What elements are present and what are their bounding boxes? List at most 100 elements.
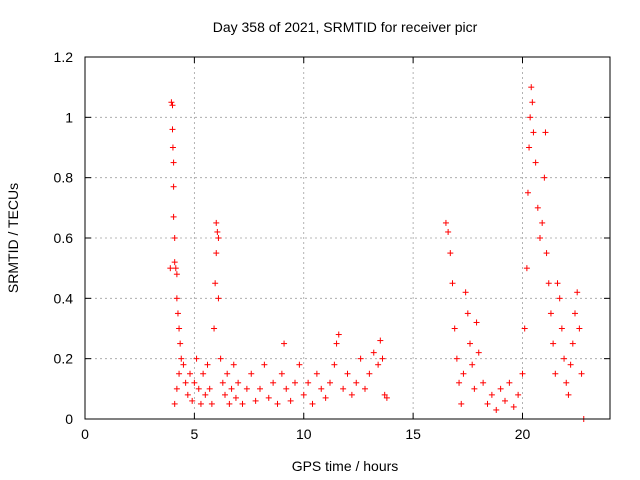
data-point: [567, 361, 574, 368]
data-point: [572, 310, 578, 317]
data-point: [377, 337, 384, 344]
data-point: [340, 385, 347, 392]
data-point: [475, 349, 482, 356]
data-point: [460, 370, 467, 377]
data-point: [300, 391, 307, 398]
data-point: [228, 385, 235, 392]
data-point: [222, 391, 228, 398]
data-point: [172, 265, 179, 272]
y-tick-label: 0.6: [54, 230, 74, 246]
data-point: [213, 219, 220, 226]
data-point: [204, 361, 211, 368]
y-tick-label: 1: [65, 109, 73, 125]
data-point: [193, 355, 200, 362]
data-point: [168, 99, 175, 106]
data-point: [174, 310, 181, 317]
data-point: [464, 310, 471, 317]
data-point: [370, 349, 377, 356]
data-point: [375, 361, 382, 368]
axis-ticks: 0 5 10 15 20 0 0.2 0.4 0.6 0.8 1 1.2: [54, 49, 610, 442]
data-point: [576, 325, 583, 332]
chart-title: Day 358 of 2021, SRMTID for receiver pic…: [213, 19, 478, 35]
data-point: [456, 379, 463, 386]
data-point: [493, 406, 500, 413]
data-point: [449, 280, 456, 287]
data-point: [270, 379, 277, 386]
data-point: [545, 280, 552, 287]
data-point: [219, 379, 226, 386]
y-tick-label: 0: [65, 411, 73, 427]
data-point: [169, 102, 176, 109]
data-point: [171, 259, 178, 266]
data-point: [442, 219, 449, 226]
data-point: [497, 385, 504, 392]
data-point: [189, 397, 196, 404]
data-point: [453, 355, 460, 362]
data-point: [322, 394, 329, 401]
data-point: [265, 394, 272, 401]
data-point: [215, 295, 222, 302]
data-point: [202, 391, 209, 398]
data-point: [471, 385, 478, 392]
data-point: [445, 228, 452, 235]
data-point: [565, 391, 572, 398]
y-axis-label: SRMTID / TECUs: [5, 183, 21, 293]
data-point: [211, 325, 218, 332]
data-point: [480, 379, 487, 386]
data-point: [357, 355, 364, 362]
data-point: [521, 325, 528, 332]
data-point: [287, 397, 294, 404]
data-point: [447, 250, 454, 257]
data-point: [169, 144, 176, 151]
data-point: [173, 271, 180, 278]
data-point: [539, 219, 546, 226]
data-point: [232, 394, 239, 401]
data-point: [180, 361, 187, 368]
x-axis-label: GPS time / hours: [292, 458, 399, 474]
data-point: [170, 159, 177, 166]
data-point: [206, 385, 213, 392]
data-point: [537, 235, 543, 241]
x-tick-label: 15: [405, 426, 421, 442]
data-point: [278, 370, 285, 377]
data-point: [327, 379, 333, 386]
data-point: [524, 189, 531, 196]
x-tick-label: 0: [81, 426, 89, 442]
data-point: [556, 295, 563, 302]
data-point: [552, 370, 559, 377]
data-point: [176, 370, 183, 377]
data-point: [176, 325, 183, 332]
data-point: [178, 355, 185, 362]
data-point: [451, 325, 458, 332]
data-point: [208, 400, 215, 407]
data-point: [526, 144, 533, 151]
data-point: [182, 379, 189, 386]
data-point: [283, 385, 290, 392]
data-point: [281, 340, 288, 347]
data-point: [506, 379, 513, 386]
data-point: [235, 379, 242, 386]
data-point: [353, 379, 360, 386]
data-point: [519, 370, 526, 377]
data-point: [554, 280, 561, 287]
data-point: [331, 361, 338, 368]
y-tick-label: 1.2: [54, 49, 74, 65]
data-point: [187, 370, 193, 377]
data-point: [528, 84, 535, 91]
data-point: [214, 228, 221, 235]
data-point: [344, 370, 351, 377]
data-point: [252, 397, 259, 404]
data-point: [523, 265, 530, 272]
data-point: [195, 385, 202, 392]
y-tick-label: 0.4: [54, 290, 74, 306]
data-point: [462, 289, 469, 296]
data-point: [261, 361, 268, 368]
data-point: [488, 391, 495, 398]
data-point: [292, 379, 298, 386]
data-point: [515, 391, 522, 398]
data-point: [530, 129, 537, 136]
data-point: [230, 361, 237, 368]
data-point: [527, 114, 534, 121]
data-point: [542, 129, 549, 136]
data-point: [469, 361, 476, 368]
